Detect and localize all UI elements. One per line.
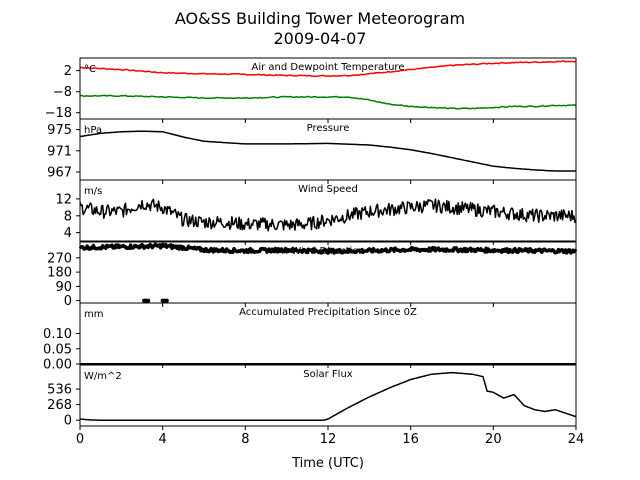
- panel-unit-label: W/m^2: [84, 371, 122, 382]
- x-axis-label: Time (UTC): [291, 456, 364, 471]
- y-tick-label: 8: [64, 209, 72, 224]
- y-tick-label: 12: [55, 192, 72, 207]
- panel-title: Solar Flux: [303, 369, 353, 380]
- y-tick-label: 0.10: [43, 327, 72, 342]
- panel-unit-label: m/s: [84, 186, 102, 197]
- wind-direction-point: [164, 298, 169, 303]
- y-tick-label: 268: [47, 398, 72, 413]
- panels-group: 2−8−18°C Air and Dewpoint Temperature9759…: [43, 57, 578, 430]
- y-tick-label: 0: [64, 294, 72, 309]
- panel-unit-label: °C: [84, 64, 96, 75]
- series-line-0: [80, 60, 577, 78]
- y-tick-label: 90: [55, 280, 72, 295]
- panel-title: Air and Dewpoint Temperature: [252, 62, 405, 73]
- panel-unit-label: hPa: [84, 125, 102, 136]
- x-tick-label: 0: [76, 432, 84, 447]
- series-line-0: [78, 242, 578, 255]
- series-line-0: [79, 130, 576, 172]
- x-tick-label: 20: [485, 432, 502, 447]
- panel-2: 12 8 4 m/s Wind Speed: [55, 179, 577, 245]
- y-tick-label: −18: [45, 106, 72, 121]
- y-tick-label: 2: [64, 64, 72, 79]
- panel-title: Pressure: [307, 123, 350, 134]
- panel-0: 2 −8 −18 °C Air and Dewpoint Temperature: [45, 57, 577, 123]
- y-tick-label: 536: [47, 383, 72, 398]
- y-tick-label: 967: [47, 166, 72, 181]
- y-tick-label: −8: [53, 85, 72, 100]
- y-tick-label: 0.05: [43, 342, 72, 357]
- panel-4: 0.100.050.00 mm Accumulated Precipitation …: [43, 302, 577, 373]
- x-tick-label: 12: [320, 432, 337, 447]
- x-axis: 0 4 8 12 16 20 24: [76, 432, 584, 447]
- y-tick-label: 4: [64, 226, 72, 241]
- series-line-0: [79, 371, 577, 421]
- wind-direction-point: [146, 298, 151, 303]
- panel-1: 975 971 967 hPa Pressure: [47, 118, 577, 184]
- series-line-0: [79, 198, 577, 232]
- series-line-1: [79, 94, 577, 110]
- y-tick-label: 0: [64, 414, 72, 429]
- x-tick-label: 4: [159, 432, 167, 447]
- panel-title: Accumulated Precipitation Since 0Z: [239, 307, 417, 318]
- y-tick-label: 975: [47, 123, 72, 138]
- y-tick-label: 971: [47, 144, 72, 159]
- figure-subtitle: 2009-04-07: [274, 29, 367, 48]
- figure-title: AO&SS Building Tower Meteorogram: [175, 9, 465, 28]
- x-tick-label: 24: [568, 432, 585, 447]
- y-tick-label: 0.00: [43, 358, 72, 373]
- panel-title: Wind Direction: [291, 246, 365, 257]
- panel-unit-label: mm: [84, 309, 103, 320]
- panel-title: Wind Speed: [298, 184, 358, 195]
- x-tick-label: 8: [241, 432, 249, 447]
- y-tick-label: 180: [47, 266, 72, 281]
- y-tick-label: 270: [47, 251, 72, 266]
- x-tick-label: 16: [402, 432, 419, 447]
